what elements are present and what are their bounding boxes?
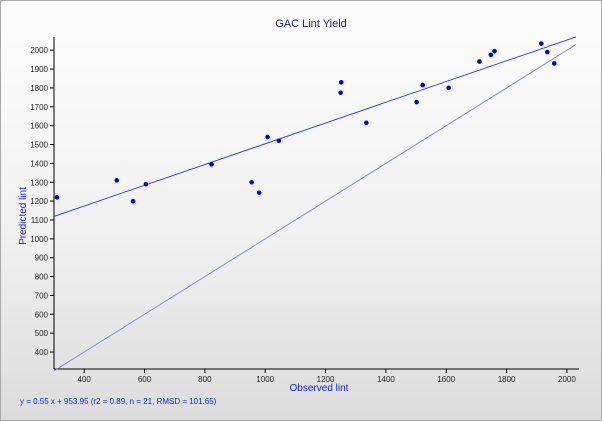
x-tick-label: 1800 bbox=[498, 375, 516, 384]
data-point bbox=[143, 181, 149, 187]
x-tick-label: 1400 bbox=[377, 375, 395, 384]
data-point bbox=[114, 178, 120, 183]
x-tick-label: 600 bbox=[138, 375, 152, 384]
y-tick-label: 1300 bbox=[30, 178, 48, 187]
data-point bbox=[249, 179, 254, 185]
y-axis-title: Predicted lint bbox=[18, 187, 29, 245]
y-tick-label: 400 bbox=[35, 348, 49, 357]
y-tick-label: 800 bbox=[35, 273, 49, 282]
y-tick-label: 1700 bbox=[30, 103, 48, 112]
data-point bbox=[477, 59, 482, 64]
data-point bbox=[265, 134, 270, 140]
x-tick-label: 1600 bbox=[437, 375, 455, 384]
y-tick-label: 1900 bbox=[30, 65, 48, 74]
data-point bbox=[338, 79, 344, 85]
data-point bbox=[446, 85, 451, 91]
data-point bbox=[414, 99, 419, 105]
y-tick-label: 1500 bbox=[30, 141, 48, 150]
data-point bbox=[54, 195, 60, 200]
y-tick-label: 1400 bbox=[30, 159, 48, 168]
data-point bbox=[130, 198, 136, 204]
y-tick-label: 900 bbox=[35, 254, 49, 263]
regression-equation: y = 0.55 x + 953.95 (r2 = 0.89, n = 21, … bbox=[20, 397, 217, 406]
x-axis-title: Observed lint bbox=[290, 383, 349, 394]
chart-title: GAC Lint Yield bbox=[275, 18, 347, 30]
data-point bbox=[551, 61, 557, 66]
y-tick-label: 500 bbox=[35, 329, 49, 338]
plot-area: 400 500 600 700 800 900 1000 1100 1200 1300 1400 15… bbox=[30, 36, 579, 384]
y-tick-label: 1200 bbox=[30, 197, 48, 206]
data-point bbox=[256, 190, 262, 195]
data-point bbox=[488, 52, 494, 58]
data-point bbox=[545, 49, 550, 55]
y-tick-label: 1600 bbox=[30, 122, 48, 131]
data-point bbox=[492, 48, 497, 54]
x-tick-label: 400 bbox=[77, 375, 91, 384]
x-tick-label: 1200 bbox=[317, 375, 335, 384]
x-tick-label: 800 bbox=[198, 375, 212, 384]
y-tick-label: 600 bbox=[35, 310, 49, 319]
x-tick-label: 2000 bbox=[558, 375, 576, 384]
identity-line bbox=[53, 44, 577, 372]
x-tick-label: 1000 bbox=[256, 375, 274, 384]
data-point bbox=[209, 162, 214, 167]
y-tick-label: 700 bbox=[35, 291, 49, 300]
data-point bbox=[338, 90, 343, 95]
data-point bbox=[538, 41, 544, 46]
regression-line bbox=[53, 36, 577, 217]
y-tick-label: 1000 bbox=[30, 235, 48, 244]
y-tick-label: 1100 bbox=[31, 216, 49, 225]
data-point bbox=[420, 82, 426, 88]
y-tick-label: 1800 bbox=[30, 84, 48, 93]
y-tick-label: 2000 bbox=[30, 46, 48, 55]
data-point bbox=[276, 138, 282, 144]
data-point bbox=[363, 120, 369, 126]
